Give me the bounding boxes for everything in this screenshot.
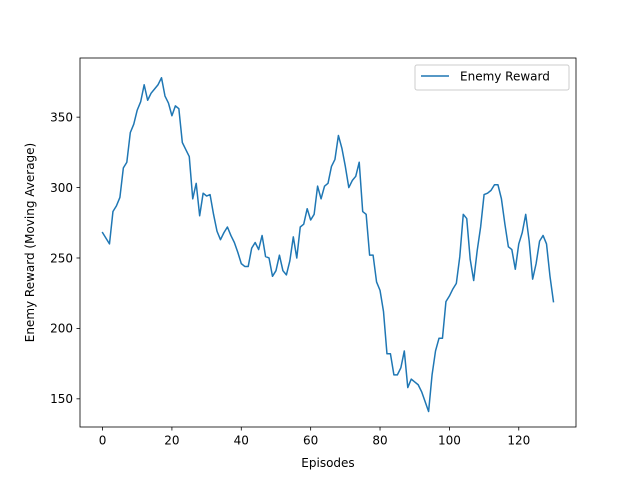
y-tick-label: 150: [50, 392, 73, 406]
y-tick-label: 200: [50, 322, 73, 336]
legend-box: [414, 64, 570, 91]
x-axis-label: Episodes: [301, 456, 354, 470]
x-tick-label: 20: [164, 434, 179, 448]
x-tick-label: 40: [234, 434, 249, 448]
x-tick-label: 80: [372, 434, 387, 448]
series-line-0: [101, 76, 555, 413]
x-axis-ticks: 0 20 40 60 80 100 120: [99, 427, 530, 448]
x-tick-label: 60: [303, 434, 318, 448]
y-axis-ticks: 150 200 250 300 350: [50, 110, 80, 406]
x-tick-label: 120: [507, 434, 530, 448]
y-tick-label: 300: [50, 181, 73, 195]
axes-frame: [79, 57, 577, 428]
x-tick-label: 100: [438, 434, 461, 448]
y-axis-label: Enemy Reward (Moving Average): [23, 143, 37, 343]
x-tick-label: 0: [99, 434, 107, 448]
legend: Enemy Reward: [414, 64, 570, 91]
y-tick-label: 350: [50, 110, 73, 124]
y-tick-label: 250: [50, 251, 73, 265]
plot-area: [79, 57, 577, 428]
legend-label: Enemy Reward: [460, 70, 550, 84]
